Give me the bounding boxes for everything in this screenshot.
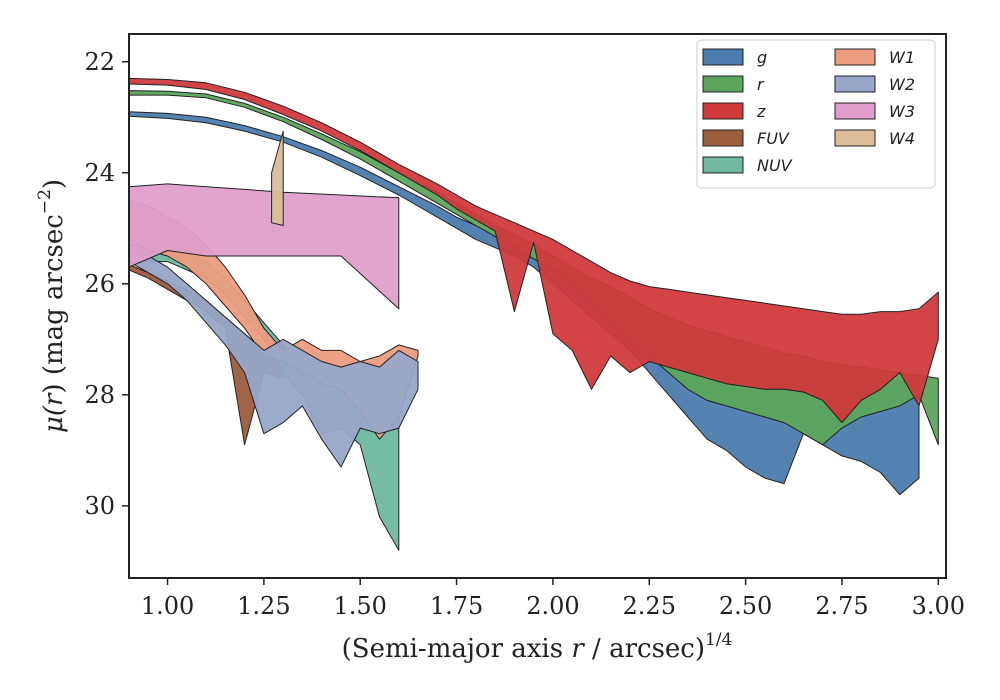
legend-label-w4: W4 bbox=[889, 129, 915, 148]
legend-label-r: r bbox=[757, 75, 765, 94]
y-tick-label: 26 bbox=[84, 270, 115, 298]
x-axis: 1.00 1.25 1.50 1.75 2.00 2.25 2.50 2.75 3.00 bbox=[141, 578, 965, 620]
legend-swatch-w3 bbox=[834, 102, 876, 120]
legend-label-g: g bbox=[757, 48, 767, 67]
legend-label-fuv: FUV bbox=[757, 129, 790, 148]
legend-items: grz FUV NUV W1 W2 W3 W4 bbox=[702, 48, 915, 175]
x-tick-label: 2.75 bbox=[815, 592, 868, 620]
x-tick-label: 2.50 bbox=[719, 592, 772, 620]
y-tick-label: 24 bbox=[84, 159, 115, 187]
plot-frame bbox=[128, 33, 947, 579]
series-layer bbox=[129, 77, 939, 551]
legend-swatch-nuv bbox=[702, 156, 744, 174]
legend-label-w3: W3 bbox=[889, 102, 915, 121]
x-tick-label: 2.00 bbox=[526, 592, 579, 620]
x-tick-label: 1.00 bbox=[141, 592, 194, 620]
x-tick-label: 3.00 bbox=[912, 592, 965, 620]
legend-swatch-w2 bbox=[834, 75, 876, 93]
legend-swatch-z bbox=[702, 102, 744, 120]
legend-swatch-fuv bbox=[702, 129, 744, 147]
legend: grz FUV NUV W1 W2 W3 W4 bbox=[696, 39, 936, 189]
legend-swatch-r bbox=[702, 75, 744, 93]
y-axis: 22 24 26 28 30 bbox=[84, 48, 129, 520]
x-tick-label: 1.25 bbox=[237, 592, 290, 620]
x-axis-label: (Semi-major axis r / arcsec)1/4 bbox=[342, 630, 733, 664]
y-tick-label: 28 bbox=[84, 381, 115, 409]
legend-label-z: z bbox=[756, 102, 766, 121]
x-tick-label: 1.50 bbox=[334, 592, 387, 620]
series-band-w4 bbox=[271, 130, 284, 226]
y-tick-label: 30 bbox=[84, 492, 115, 520]
legend-label-w2: W2 bbox=[889, 75, 915, 94]
y-tick-label: 22 bbox=[84, 48, 115, 76]
legend-label-w1: W1 bbox=[889, 48, 915, 67]
series-band-z bbox=[129, 77, 939, 424]
legend-swatch-w1 bbox=[834, 48, 876, 66]
x-tick-label: 2.25 bbox=[623, 592, 676, 620]
legend-swatch-g bbox=[702, 48, 744, 66]
series-band-w2 bbox=[129, 244, 419, 468]
legend-swatch-w4 bbox=[834, 129, 876, 147]
y-axis-label: μ(r) (mag arcsec−2) bbox=[35, 179, 69, 433]
legend-label-nuv: NUV bbox=[757, 156, 793, 175]
series-band-w3 bbox=[129, 183, 400, 310]
x-tick-label: 1.75 bbox=[430, 592, 483, 620]
